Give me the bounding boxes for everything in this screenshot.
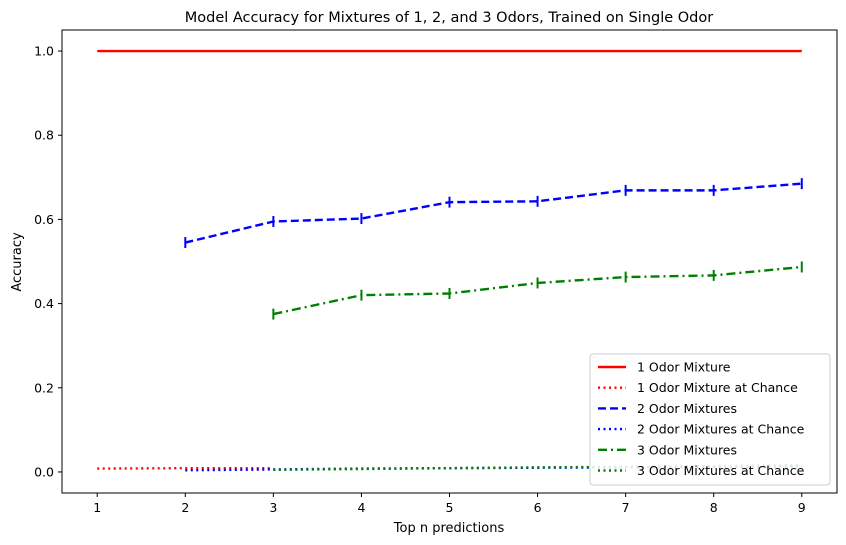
y-tick-label: 1.0 xyxy=(34,44,54,59)
y-tick-label: 0.8 xyxy=(34,128,54,143)
x-tick-label: 5 xyxy=(446,500,454,515)
legend-label: 1 Odor Mixture at Chance xyxy=(637,380,798,395)
x-tick-label: 6 xyxy=(534,500,542,515)
legend: 1 Odor Mixture 1 Odor Mixture at Chance 2 … xyxy=(589,353,831,486)
series-line-2-odor-mixtures xyxy=(185,182,802,244)
legend-box xyxy=(589,353,831,486)
x-tick-label: 8 xyxy=(710,500,718,515)
legend-label: 2 Odor Mixtures at Chance xyxy=(637,422,805,437)
series-line-3-odor-mixtures xyxy=(273,265,802,316)
x-tick-label: 1 xyxy=(93,500,101,515)
chart-title: Model Accuracy for Mixtures of 1, 2, and… xyxy=(185,10,714,26)
x-axis: 1 2 3 4 5 6 7 8 9 xyxy=(93,493,806,515)
x-tick-label: 4 xyxy=(357,500,365,515)
y-tick-label: 0.0 xyxy=(34,464,54,479)
x-tick-label: 3 xyxy=(269,500,277,515)
y-tick-label: 0.4 xyxy=(34,296,54,311)
x-axis-label: Top n predictions xyxy=(393,521,505,536)
y-tick-label: 0.2 xyxy=(34,380,54,395)
legend-label: 3 Odor Mixtures at Chance xyxy=(637,463,805,478)
legend-label: 2 Odor Mixtures xyxy=(637,401,737,416)
x-tick-label: 7 xyxy=(622,500,630,515)
y-axis-label: Accuracy xyxy=(10,232,25,292)
plot-area xyxy=(97,49,803,472)
y-tick-label: 0.6 xyxy=(34,212,54,227)
x-tick-label: 2 xyxy=(181,500,189,515)
legend-label: 1 Odor Mixture xyxy=(637,360,731,375)
y-axis: 0.0 0.2 0.4 0.6 0.8 1.0 xyxy=(34,44,62,479)
x-tick-label: 9 xyxy=(798,500,806,515)
legend-label: 3 Odor Mixtures xyxy=(637,442,737,457)
